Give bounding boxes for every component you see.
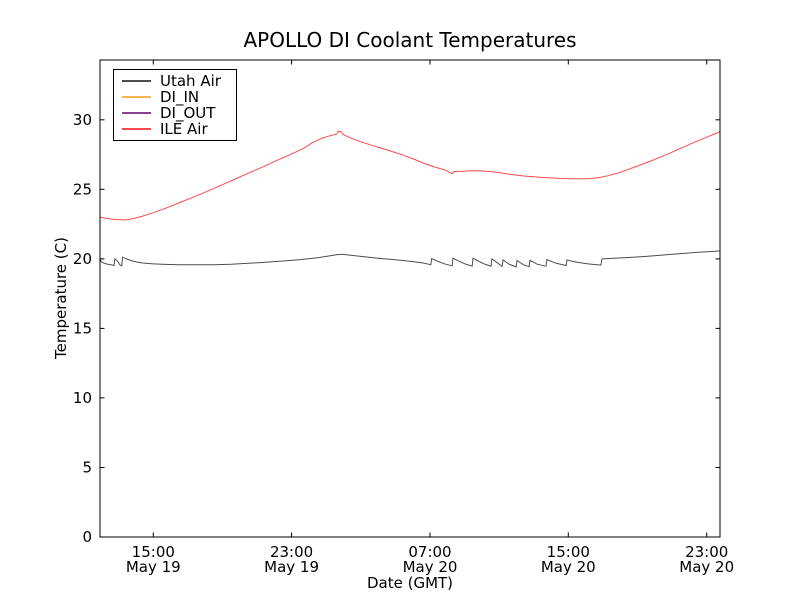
y-tick-label: 30 bbox=[73, 111, 92, 129]
legend-item-di-out: DI_OUT bbox=[114, 105, 236, 121]
y-tick-label: 20 bbox=[73, 250, 92, 268]
x-tick-label-date: May 20 bbox=[541, 558, 596, 576]
legend-label: Utah Air bbox=[160, 71, 221, 90]
legend-label: DI_IN bbox=[160, 87, 200, 106]
y-tick-label: 25 bbox=[73, 180, 92, 198]
y-tick-label: 10 bbox=[73, 389, 92, 407]
series-line-utah-air bbox=[99, 250, 721, 268]
legend-label: DI_OUT bbox=[160, 103, 216, 122]
legend-label: ILE Air bbox=[160, 119, 208, 138]
legend-line-sample bbox=[122, 80, 151, 82]
x-tick-label-date: May 19 bbox=[126, 558, 181, 576]
y-axis-label: Temperature (C) bbox=[52, 237, 70, 360]
x-tick-label-date: May 20 bbox=[679, 558, 734, 576]
ticks-group bbox=[100, 60, 720, 538]
legend-line-sample bbox=[122, 112, 151, 114]
legend-line-sample bbox=[122, 96, 151, 98]
legend-item-utah-air: Utah Air bbox=[114, 73, 236, 89]
legend-item-di-in: DI_IN bbox=[114, 89, 236, 105]
legend: Utah Air DI_IN DI_OUT ILE Air bbox=[113, 69, 237, 141]
series-line-ile-air bbox=[99, 130, 721, 221]
x-tick-label-date: May 20 bbox=[403, 558, 458, 576]
chart-title: APOLLO DI Coolant Temperatures bbox=[243, 28, 576, 52]
legend-line-sample bbox=[122, 128, 151, 130]
x-tick-label-date: May 19 bbox=[264, 558, 319, 576]
x-axis-label: Date (GMT) bbox=[367, 574, 453, 592]
x-tick-label-time: 07:00 bbox=[408, 543, 451, 561]
y-tick-label: 0 bbox=[82, 528, 92, 546]
axes-frame bbox=[99, 59, 721, 538]
x-tick-label-time: 23:00 bbox=[685, 543, 728, 561]
x-tick-label-time: 23:00 bbox=[270, 543, 313, 561]
y-tick-label: 5 bbox=[82, 459, 92, 477]
legend-item-ile-air: ILE Air bbox=[114, 121, 236, 137]
y-tick-label: 15 bbox=[73, 319, 92, 337]
series-group bbox=[99, 130, 721, 538]
x-tick-label-time: 15:00 bbox=[547, 543, 590, 561]
x-tick-label-time: 15:00 bbox=[132, 543, 175, 561]
